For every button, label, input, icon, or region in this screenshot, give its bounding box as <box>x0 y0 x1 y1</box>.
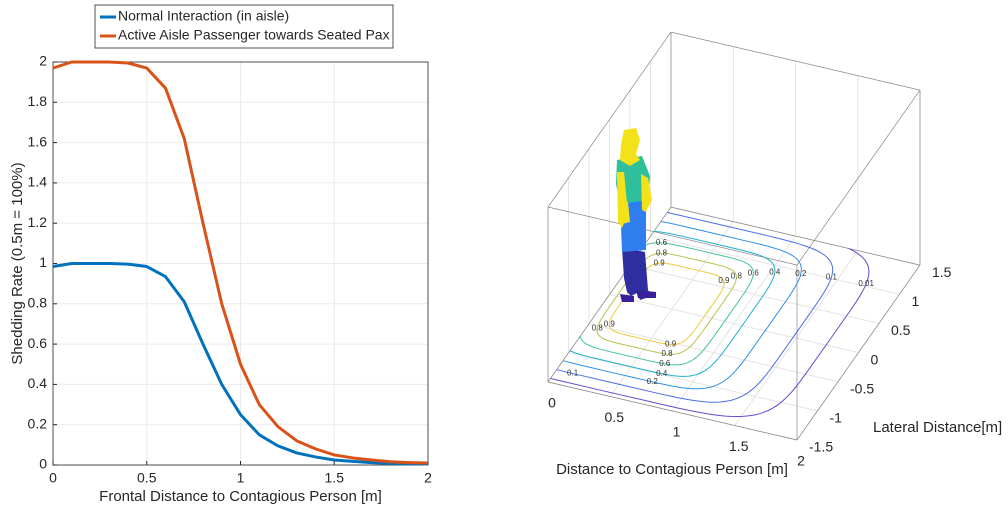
x-tick-label: 0 <box>49 470 57 486</box>
x-axis-label: Distance to Contagious Person [m] <box>556 461 788 478</box>
contour-label: 0.4 <box>769 268 781 277</box>
y-axis-label: Lateral Distance[m] <box>873 419 1002 436</box>
y-tick-label: -1 <box>830 410 843 426</box>
grid-line <box>629 90 880 324</box>
contour-label: 0.8 <box>592 323 604 332</box>
legend-label: Normal Interaction (in aisle) <box>118 8 289 24</box>
axes-box <box>52 61 429 466</box>
x-tick-label: 1.5 <box>325 470 345 486</box>
grid-line <box>734 75 859 426</box>
x-tick-label: 0.5 <box>137 470 157 486</box>
y-tick-label: 1 <box>39 254 47 270</box>
contour-label: 0.4 <box>656 369 668 378</box>
y-tick-label: -1.5 <box>809 439 833 455</box>
y-tick-label: 0.2 <box>28 415 48 431</box>
contour-label: 0.8 <box>661 349 673 358</box>
contour-label: 0.9 <box>718 276 730 285</box>
contour-line <box>596 252 737 355</box>
contour-label: 0.6 <box>656 238 668 247</box>
contour-label: 0.8 <box>731 272 743 281</box>
y-tick-label: 0.8 <box>28 295 48 311</box>
contour-label: 0.9 <box>654 258 666 267</box>
x-tick-label: 2 <box>424 470 432 486</box>
x-tick-label: 0 <box>548 395 556 411</box>
contour-label: 0.2 <box>795 269 807 278</box>
series-line <box>52 262 429 466</box>
box-edge <box>670 31 921 91</box>
contour-label: 0.1 <box>826 273 838 282</box>
legend-label: Active Aisle Passenger towards Seated Pa… <box>118 27 390 43</box>
y-tick-label: -0.5 <box>850 380 874 396</box>
person-figure <box>616 128 656 302</box>
y-tick-label: 1 <box>912 293 920 309</box>
legend: Normal Interaction (in aisle) Active Aisl… <box>94 4 394 49</box>
contour-label: 0.6 <box>748 269 760 278</box>
contour-label: 0.2 <box>647 377 659 386</box>
y-tick-label: 1.8 <box>28 93 48 109</box>
box-edge <box>547 206 798 266</box>
grid-line <box>609 119 859 354</box>
y-tick-label: 0.4 <box>28 375 48 391</box>
y-tick-label: 0 <box>871 351 879 367</box>
box-edge <box>670 206 921 266</box>
y-tick-label: 1.5 <box>932 264 952 280</box>
grid-line <box>547 207 798 441</box>
contour-label: 0.1 <box>567 369 579 378</box>
box-edge <box>796 264 921 441</box>
x-tick-label: 1 <box>237 470 245 486</box>
contour-label: 0.8 <box>656 248 668 257</box>
contour-line <box>608 262 725 345</box>
series-line <box>52 60 429 465</box>
box-edge <box>796 89 921 266</box>
y-tick-label: 0.6 <box>28 335 48 351</box>
y-tick-label: 1.6 <box>28 133 48 149</box>
grid-line <box>650 61 900 295</box>
contour-label: 0.9 <box>604 319 616 328</box>
contour-label: 0.9 <box>665 340 677 349</box>
y-tick-label: 1.4 <box>28 174 48 190</box>
box-edge <box>547 31 672 208</box>
line-chart: 0 0.2 0.4 0.6 0.8 1 1.2 1.4 1.6 1.8 2 0 0.5 1 1.5 2 Fron… <box>9 4 432 505</box>
contours <box>548 207 870 417</box>
x-axis-label: Frontal Distance to Contagious Person [m… <box>99 488 382 505</box>
x-tick-label: 1.5 <box>729 438 749 454</box>
legend-box <box>94 4 394 49</box>
grid-line <box>568 177 818 412</box>
y-tick-label: 1.2 <box>28 214 48 230</box>
y-axis-label: Shedding Rate (0.5m = 100%) <box>9 162 26 364</box>
contour-line <box>548 207 870 417</box>
x-tick-label: 0.5 <box>605 409 625 425</box>
y-tick-label: 2 <box>39 53 47 69</box>
contour-label: 0.6 <box>659 359 671 368</box>
box-edge <box>547 206 672 383</box>
box-edge <box>547 381 798 441</box>
x-tick-label: 2 <box>797 453 805 469</box>
y-tick-label: 0.5 <box>891 322 911 338</box>
grid-line <box>672 61 796 412</box>
contour-label: 0.01 <box>858 279 874 288</box>
y-tick-label: 0 <box>39 456 47 472</box>
contour-line <box>548 207 834 403</box>
x-tick-label: 1 <box>673 424 681 440</box>
